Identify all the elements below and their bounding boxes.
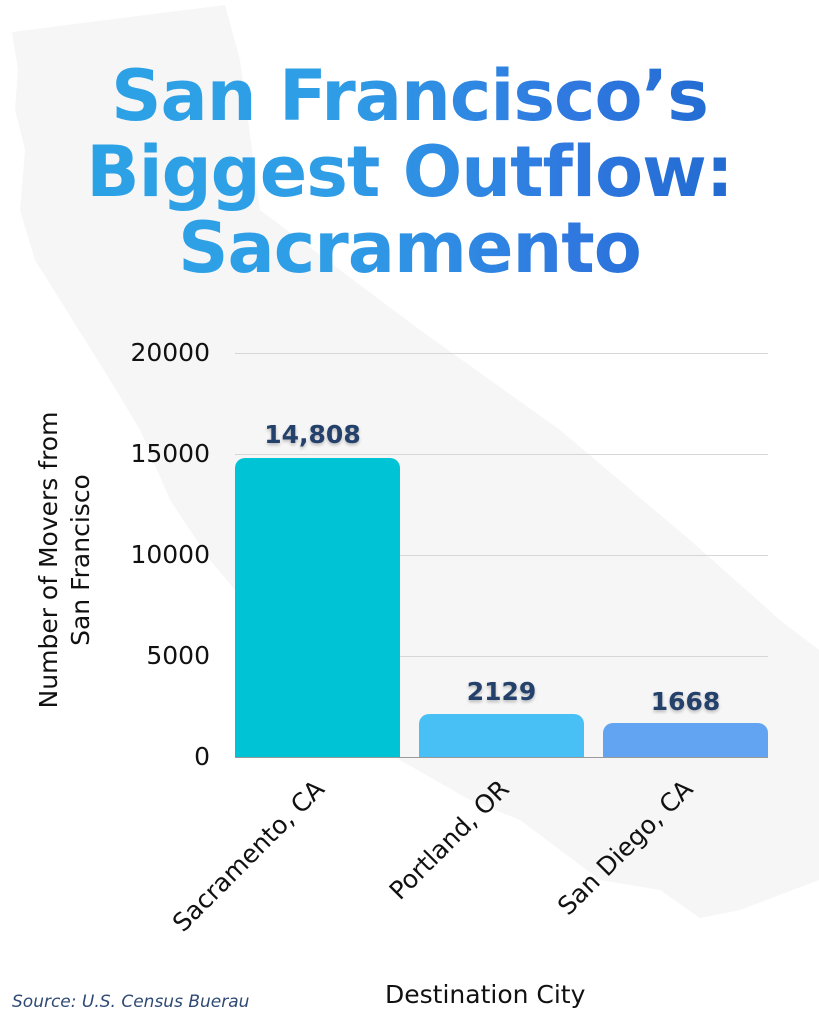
source-note: Source: U.S. Census Buerau [12, 992, 250, 1012]
y-tick-20000: 20000 [130, 338, 210, 367]
y-tick-15000: 15000 [130, 439, 210, 468]
gridline-10000 [235, 555, 768, 556]
y-tick-5000: 5000 [146, 641, 210, 670]
y-tick-10000: 10000 [130, 540, 210, 569]
y-tick-0: 0 [194, 742, 210, 771]
x-tick-portland: Portland, OR [383, 774, 515, 906]
y-axis-label-line-1: Number of Movers from [34, 411, 63, 709]
bar-sacramento [235, 458, 400, 757]
x-axis-label: Destination City [385, 980, 586, 1009]
gridline-20000 [235, 353, 768, 354]
gridline-15000 [235, 454, 768, 455]
y-axis-label: Number of Movers from San Francisco [33, 412, 97, 709]
x-tick-san-diego: San Diego, CA [551, 774, 699, 921]
bar-value-portland: 2129 [466, 677, 537, 706]
bar-san-diego [603, 723, 768, 757]
x-tick-sacramento: Sacramento, CA [167, 774, 331, 938]
x-axis-line [235, 757, 768, 758]
gridline-5000 [235, 656, 768, 657]
bar-portland [419, 714, 584, 757]
bar-value-san-diego: 1668 [650, 687, 721, 716]
y-axis-label-line-2: San Francisco [66, 474, 95, 646]
bar-value-sacramento: 14,808 [264, 420, 361, 449]
